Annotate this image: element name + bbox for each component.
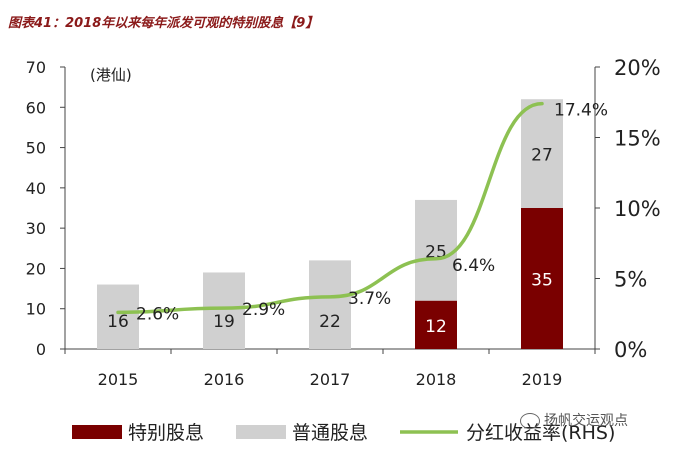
y-tick-label-right: 10%	[614, 197, 661, 221]
yield-line	[116, 101, 544, 315]
data-label-yield: 6.4%	[452, 256, 495, 276]
bar-regular-dividend	[309, 260, 351, 349]
legend-label-regular: 普通股息	[292, 422, 368, 444]
x-tick-label: 2016	[204, 370, 245, 389]
legend-label-yield: 分红收益率(RHS)	[466, 422, 615, 444]
wechat-icon	[520, 413, 540, 429]
bar-regular-dividend	[521, 99, 563, 208]
y-tick-label-left: 30	[26, 219, 46, 238]
x-tick-label: 2019	[522, 370, 563, 389]
data-label-special: 35	[531, 271, 553, 291]
data-label-regular: 22	[319, 312, 341, 332]
x-tick-label: 2017	[310, 370, 351, 389]
y-tick-label-left: 40	[26, 179, 46, 198]
y-tick-label-right: 5%	[614, 268, 647, 292]
bar-regular-dividend	[203, 272, 245, 349]
y-unit-label: (港仙)	[90, 66, 132, 84]
data-label-regular: 19	[213, 312, 235, 332]
bar-regular-dividend	[97, 284, 139, 349]
y-tick-label-left: 10	[26, 300, 46, 319]
y-tick-label-left: 60	[26, 98, 46, 117]
data-label-regular: 27	[531, 146, 553, 166]
y-tick-label-left: 50	[26, 139, 46, 158]
legend-swatch-regular	[236, 425, 286, 439]
y-tick-label-right: 20%	[614, 56, 661, 80]
watermark-text: 扬帆交运观点	[544, 413, 628, 429]
y-tick-label-left: 70	[26, 58, 46, 77]
bar-special-dividend	[521, 208, 563, 349]
data-label-yield: 3.7%	[348, 289, 391, 309]
x-tick-label: 2015	[98, 370, 139, 389]
bar-regular-dividend	[415, 199, 457, 301]
data-label-yield: 2.9%	[242, 300, 285, 320]
legend-label-special: 特别股息	[128, 422, 204, 444]
figure-title: 图表41：2018年以来每年派发可观的特别股息【9】	[8, 16, 319, 31]
data-label-special: 12	[425, 317, 447, 337]
y-tick-label-right: 15%	[614, 127, 661, 151]
y-tick-label-left: 20	[26, 259, 46, 278]
y-tick-label-right: 0%	[614, 338, 647, 362]
legend-swatch-special	[72, 425, 122, 439]
bar-special-dividend	[415, 300, 457, 349]
data-label-yield: 2.6%	[136, 304, 179, 324]
data-label-regular: 16	[107, 312, 129, 332]
x-tick-label: 2018	[416, 370, 457, 389]
data-label-yield: 17.4%	[554, 101, 608, 121]
watermark: 扬帆交运观点	[520, 410, 628, 430]
y-tick-label-left: 0	[36, 340, 46, 359]
